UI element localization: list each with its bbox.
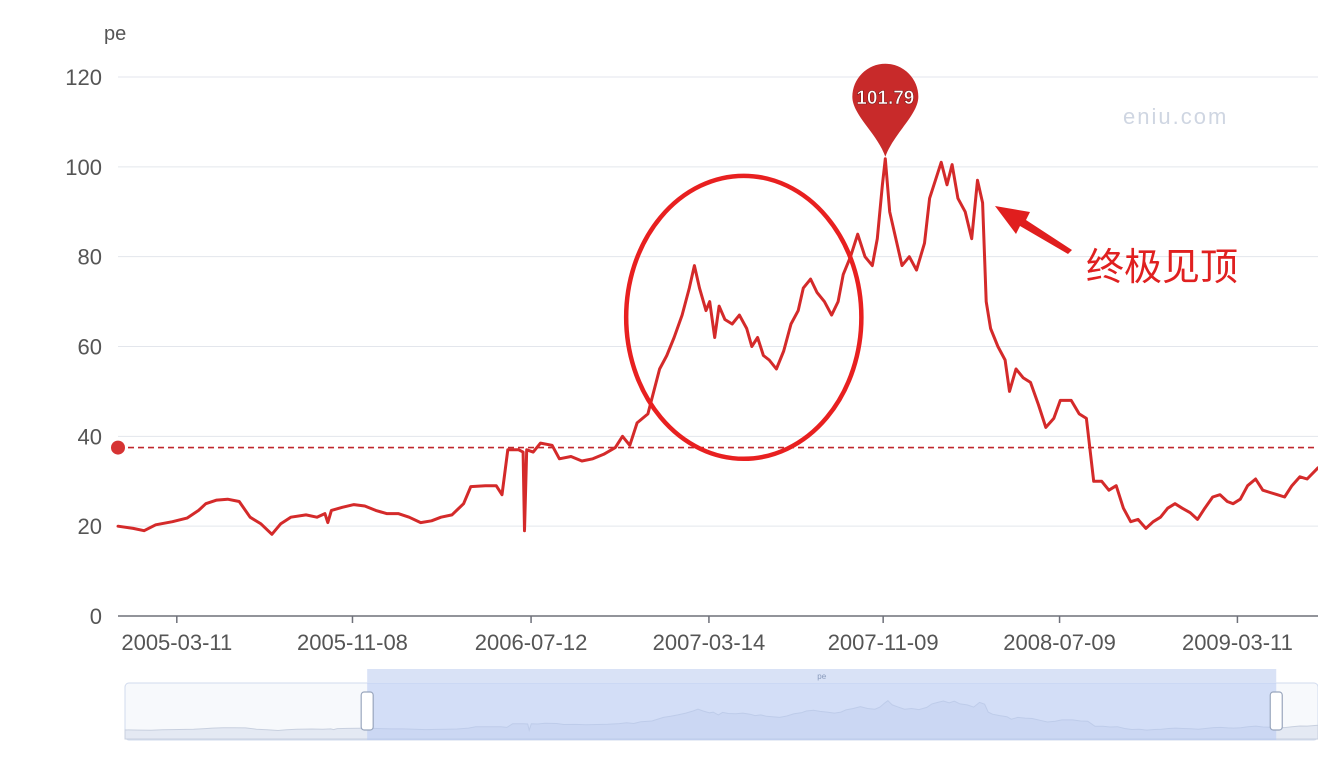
data-zoom-selection-bar — [367, 669, 1277, 683]
x-tick-label: 2009-03-11 — [1182, 630, 1293, 655]
y-tick-label: 120 — [65, 65, 102, 90]
y-tick-label: 80 — [78, 245, 102, 270]
max-value-marker[interactable]: 101.79 — [852, 63, 919, 157]
y-tick-label: 60 — [78, 335, 102, 360]
data-zoom-label: pe — [817, 672, 826, 681]
data-zoom-selection — [367, 683, 1277, 740]
reference-line-dot — [111, 440, 125, 455]
data-zoom-handle-left[interactable] — [360, 691, 374, 731]
max-marker-pin — [852, 63, 919, 157]
x-tick-label: 2007-11-09 — [828, 630, 939, 655]
series-line — [116, 157, 1318, 536]
y-tick-label: 0 — [90, 604, 102, 629]
x-tick-label: 2005-03-11 — [121, 630, 232, 655]
grid-lines — [118, 76, 1318, 527]
y-axis: 0 20 40 60 80 100 120 — [65, 65, 102, 629]
data-zoom-handle-right[interactable] — [1269, 691, 1283, 731]
y-tick-label: 100 — [65, 155, 102, 180]
x-tick-label: 2005-11-08 — [297, 630, 408, 655]
x-axis: 2005-03-11 2005-11-08 2006-07-12 2007-03-14… — [118, 615, 1318, 655]
series-pe — [116, 157, 1318, 536]
highlight-circle — [623, 173, 864, 462]
x-tick-label: 2007-03-14 — [653, 630, 766, 655]
y-tick-label: 20 — [78, 514, 102, 539]
x-tick-label: 2008-07-09 — [1003, 630, 1116, 655]
arrow-annotation — [995, 206, 1072, 254]
annotation-text: 终极见顶 — [1086, 245, 1238, 289]
watermark-text: eniu.com — [1123, 104, 1228, 129]
y-tick-label: 40 — [78, 424, 102, 449]
x-tick-label: 2006-07-12 — [475, 630, 588, 655]
highlight-ellipse — [623, 173, 864, 462]
data-zoom-slider[interactable]: pe — [124, 669, 1318, 741]
arrow-shape — [995, 206, 1072, 254]
max-marker-label: 101.79 — [856, 88, 914, 109]
reference-line — [111, 440, 1318, 455]
y-axis-label: pe — [104, 23, 126, 45]
